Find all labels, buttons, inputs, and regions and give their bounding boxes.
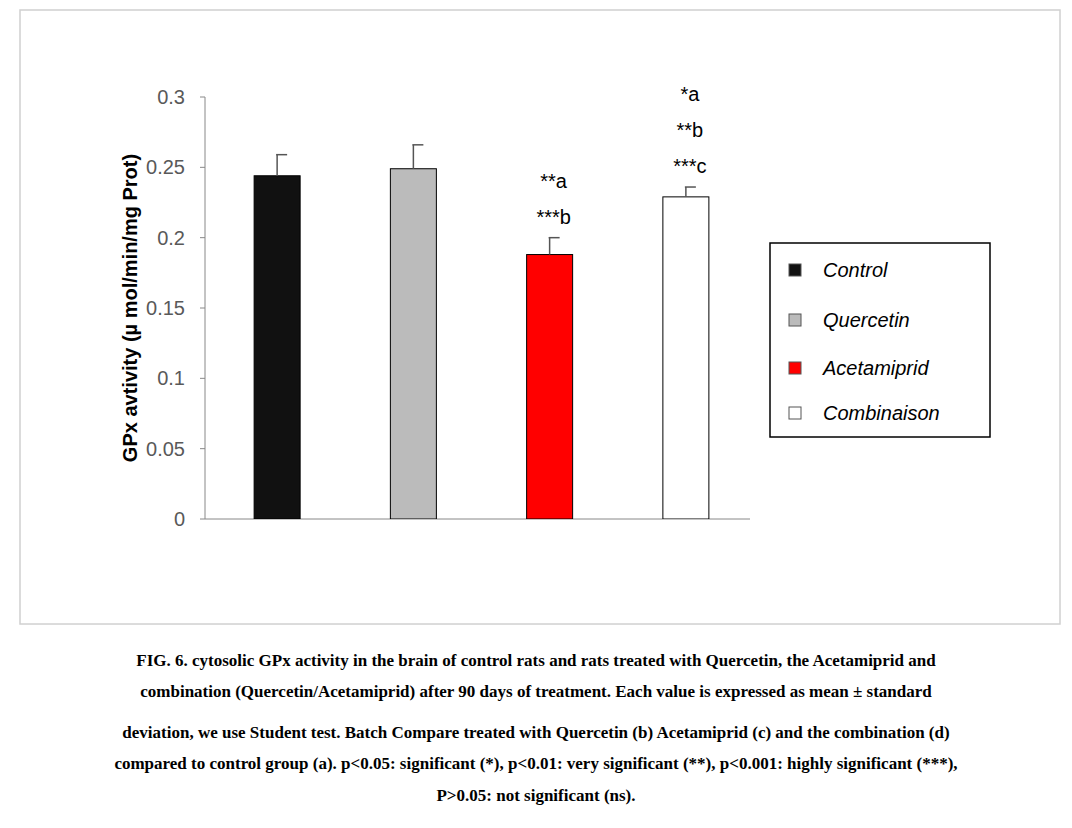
bar: [663, 197, 709, 519]
error-bar: [276, 155, 287, 176]
legend-label: Combinaison: [823, 402, 940, 424]
y-tick: [200, 167, 205, 168]
significance-label: **b: [677, 119, 704, 141]
y-tick: [200, 308, 205, 309]
chart: 0 0.05 0.1 0.15 0.2 0.25 0.3 GPx avtivity (µ mo…: [0, 0, 1072, 828]
y-tick: [200, 97, 205, 98]
legend-swatch: [789, 264, 801, 276]
y-tick-label: 0: [174, 508, 185, 530]
caption-line: compared to control group (a). p<0.05: s…: [114, 754, 957, 773]
error-bar: [685, 187, 696, 197]
y-tick-label: 0.1: [157, 367, 185, 389]
significance-label: **a: [540, 170, 568, 192]
y-tick-label: 0.2: [157, 227, 185, 249]
caption-line: combination (Quercetin/Acetamiprid) afte…: [140, 682, 932, 701]
y-tick-label: 0.05: [146, 438, 185, 460]
annotations: **a ***b *a **b ***c: [536, 83, 706, 228]
bar: [527, 255, 573, 519]
legend: Control Quercetin Acetamiprid Combinaison: [770, 243, 990, 437]
legend-label: Acetamiprid: [822, 357, 929, 379]
y-tick: [200, 519, 205, 520]
significance-label: *a: [680, 83, 700, 105]
y-tick-label: 0.25: [146, 156, 185, 178]
y-axis: [205, 97, 206, 519]
legend-swatch: [789, 314, 801, 326]
caption-line: FIG. 6. cytosolic GPx activity in the br…: [136, 651, 936, 670]
y-tick: [200, 448, 205, 449]
y-tick-label: 0.15: [146, 297, 185, 319]
error-bar: [549, 238, 560, 255]
significance-label: ***c: [673, 155, 706, 177]
significance-label: ***b: [536, 206, 570, 228]
legend-box: [770, 243, 990, 437]
y-axis-label: GPx avtivity (µ mol/min/mg Prot): [119, 154, 141, 462]
bar: [390, 169, 436, 519]
chart-frame: [20, 10, 1060, 624]
caption-line: deviation, we use Student test. Batch Co…: [122, 723, 949, 742]
y-tick-label: 0.3: [157, 86, 185, 108]
error-bar: [412, 145, 423, 169]
legend-label: Control: [823, 259, 888, 281]
bars: [254, 145, 709, 519]
legend-swatch: [789, 362, 801, 374]
y-tick: [200, 378, 205, 379]
bar: [254, 176, 300, 519]
legend-swatch: [789, 407, 801, 419]
caption-line: P>0.05: not significant (ns).: [436, 786, 635, 805]
legend-label: Quercetin: [823, 309, 910, 331]
y-tick: [200, 237, 205, 238]
